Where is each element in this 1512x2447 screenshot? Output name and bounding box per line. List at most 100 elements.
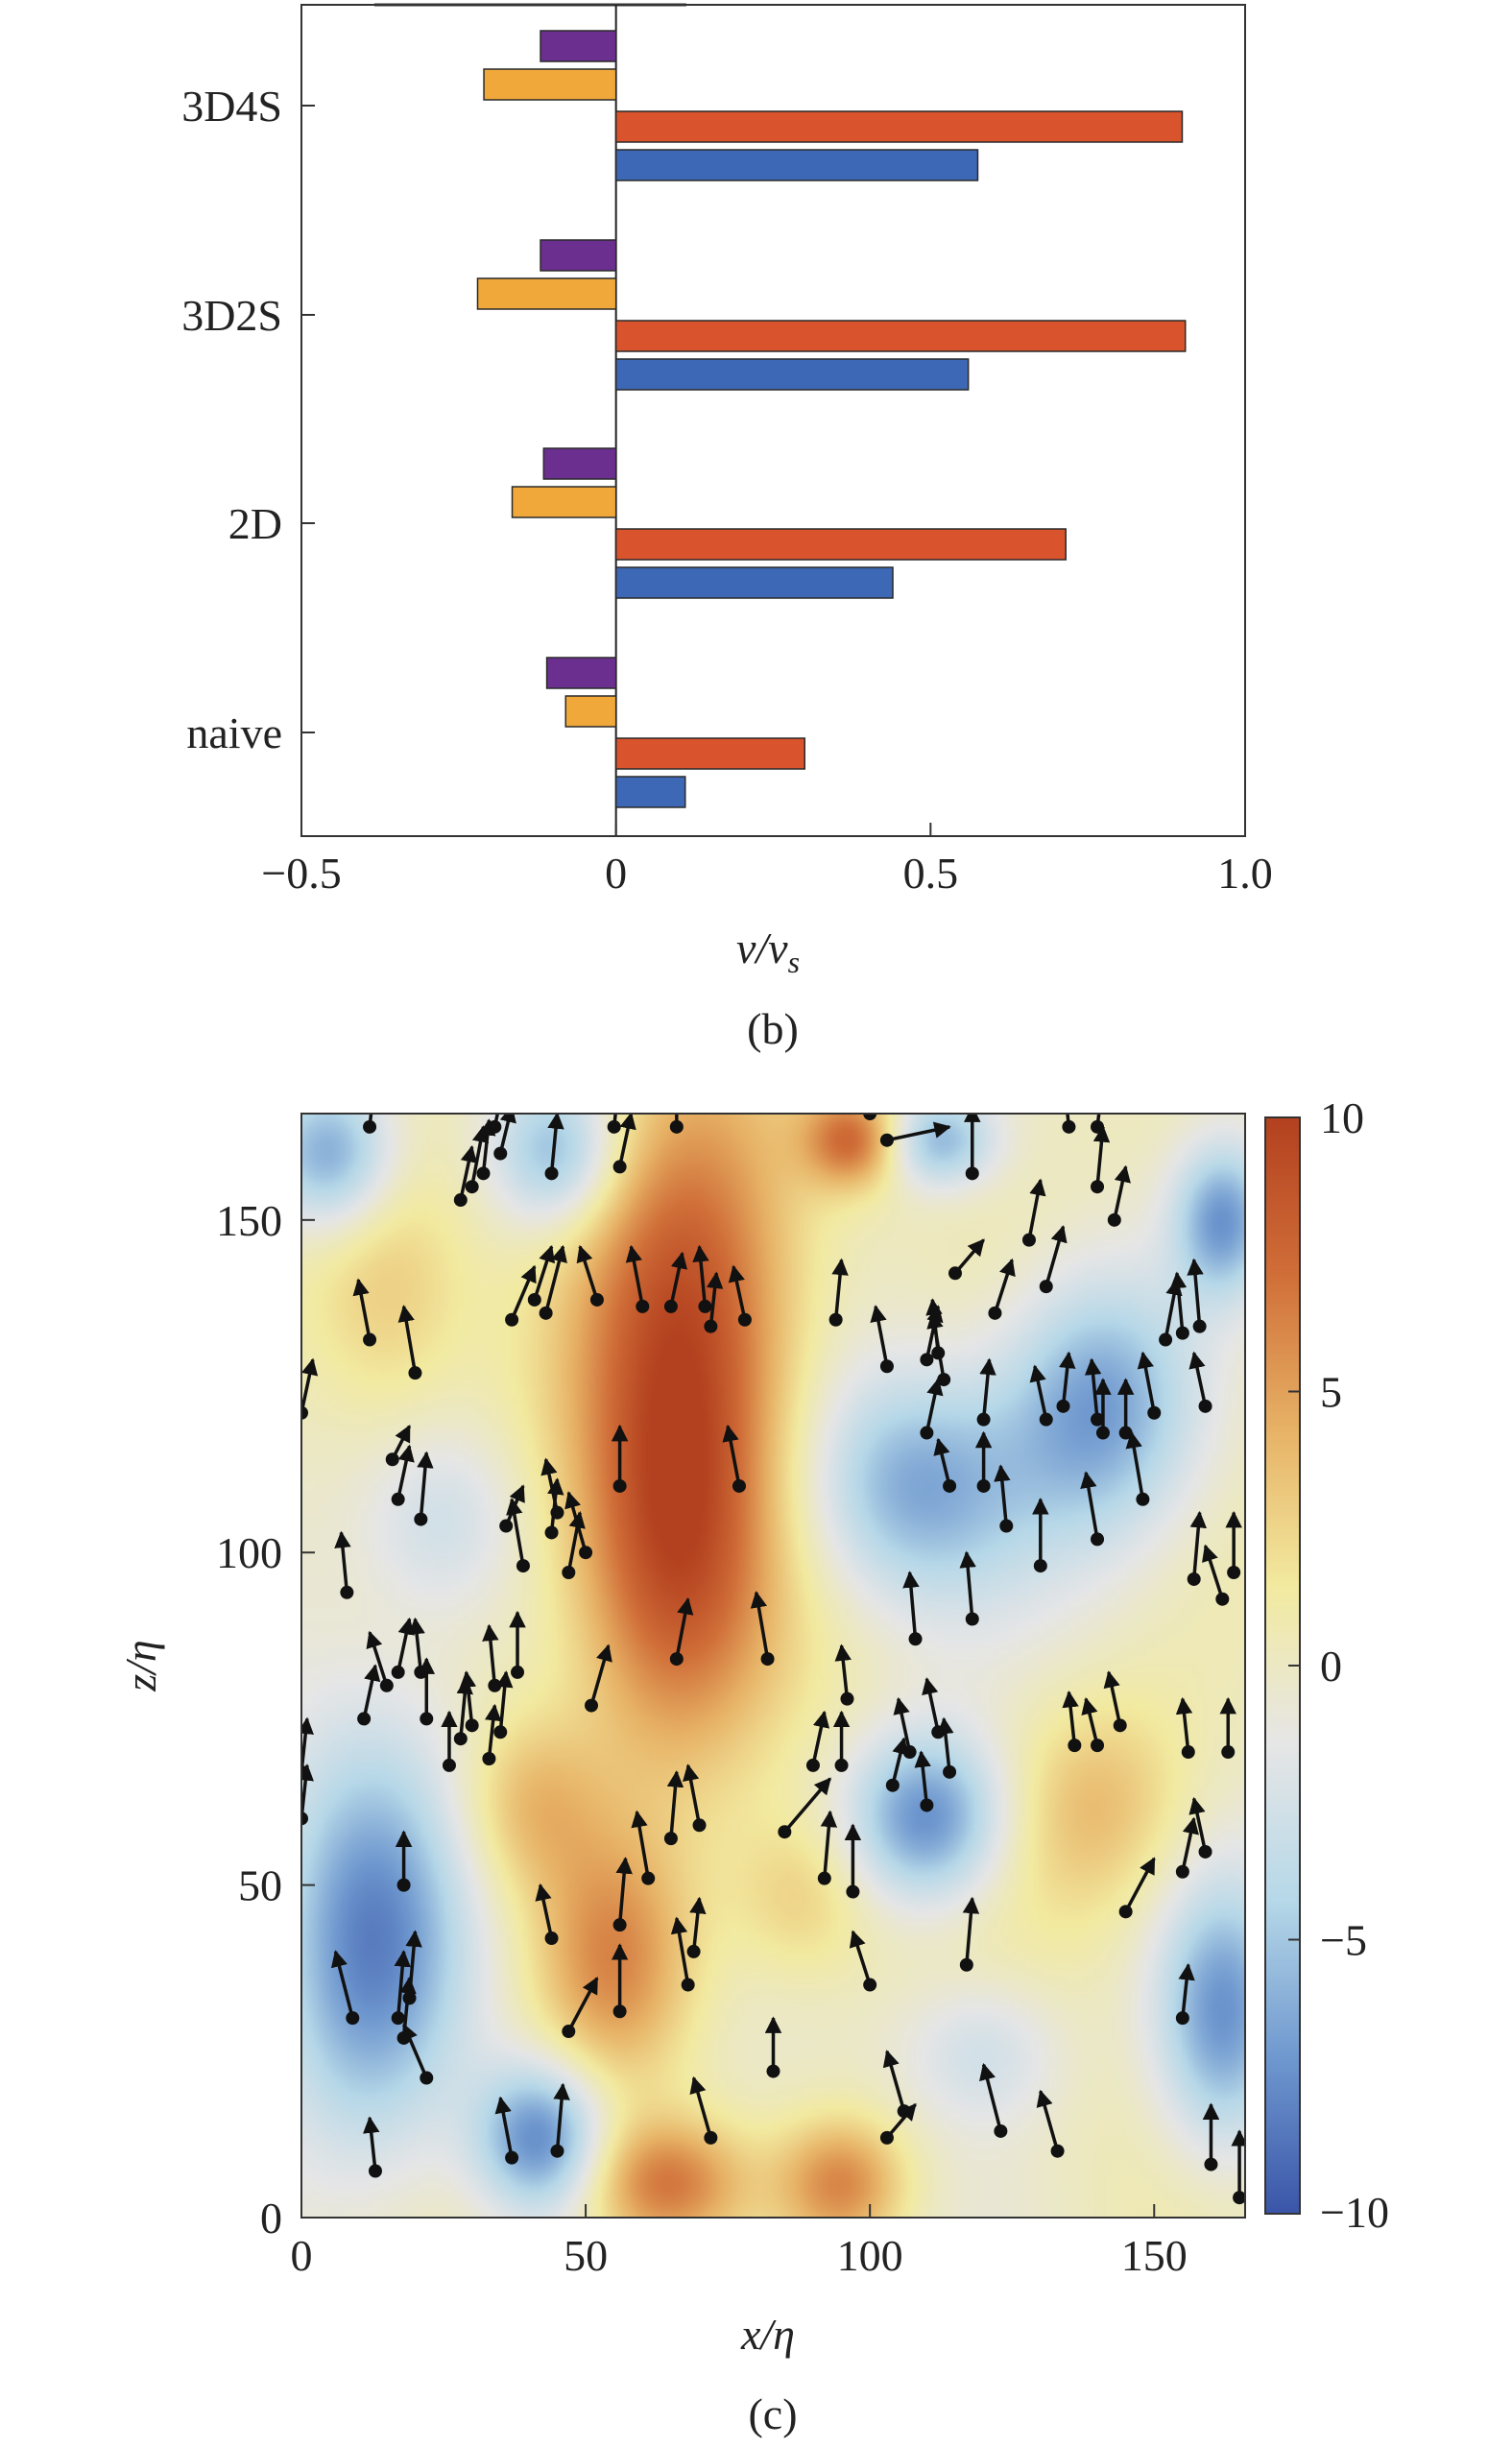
x-tick-label: 0 [605, 849, 627, 898]
particle-dot [612, 2004, 627, 2019]
particle-arrow [1189, 1510, 1208, 1580]
particle-arrow [612, 1114, 617, 1128]
particle-arrow [631, 1810, 650, 1879]
x-tick-label: 1.0 [1217, 849, 1273, 898]
particle-dot [414, 1512, 428, 1526]
particle-arrow [1202, 1544, 1224, 1600]
map-y-tick-label: 100 [216, 1528, 282, 1577]
map-x-ticks: 0 50 100 150 [291, 2204, 1188, 2280]
category-ticks: 3D4S 3D2S 2D naive [181, 82, 315, 757]
particle-dot [994, 2123, 1008, 2138]
map-y-axis-label: z/η [116, 1640, 165, 1692]
particle-dot [488, 1678, 502, 1692]
particle-dot [931, 1725, 946, 1739]
particle-dot [686, 1944, 701, 1958]
particle-arrow [689, 2075, 713, 2139]
bar-group [476, 30, 1187, 808]
particle-dot [527, 1292, 541, 1307]
particle-dot [453, 1193, 468, 1208]
particle-dot [579, 1546, 593, 1560]
particle-dot [562, 2025, 576, 2039]
bar-3D4S-series-2 [614, 110, 1184, 143]
map-y-ticks: 0 50 100 150 [216, 1196, 315, 2243]
particle-dot [385, 1452, 399, 1467]
particle-arrow [547, 1114, 564, 1174]
particle-dot [737, 1312, 752, 1327]
particle-arrow [495, 1670, 514, 1733]
particle-arrow [553, 2082, 570, 2151]
particle-dot [1175, 1864, 1189, 1879]
particle-dot [1118, 1905, 1133, 1919]
particle-arrow [882, 2050, 906, 2112]
particle-arrow [506, 1498, 525, 1567]
bar-chart-panel: 3D4S 3D2S 2D naive −0.5 0 0.5 1.0 v/vs (b) [181, 3, 1273, 1053]
particle-dot [965, 1166, 979, 1181]
particle-arrow [301, 1357, 319, 1414]
particle-arrow [334, 1530, 351, 1593]
particle-dot [669, 1119, 684, 1134]
particle-dot [920, 1426, 934, 1440]
particle-dot [965, 1612, 979, 1626]
particle-dot [1175, 2011, 1189, 2026]
particle-dot [948, 1266, 962, 1281]
particle-arrow [979, 2062, 1003, 2132]
particle-dot [505, 2150, 519, 2165]
particle-arrow [834, 1643, 852, 1699]
particle-dot [1107, 1212, 1121, 1227]
particle-dot [1204, 2157, 1218, 2171]
particle-dot [698, 1299, 712, 1313]
particle-dot [1181, 1745, 1195, 1760]
particle-arrow [417, 1451, 434, 1520]
particle-dot [340, 1585, 354, 1599]
bar-2D-series-1 [511, 486, 617, 518]
bar-naive-series-2 [614, 737, 806, 770]
particle-dot [499, 1519, 514, 1533]
particle-arrow [722, 1424, 741, 1487]
particle-dot [516, 1559, 530, 1573]
map-x-tick-label: 0 [291, 2231, 313, 2280]
particle-arrow [1188, 1796, 1208, 1853]
particle-dot [391, 1665, 405, 1679]
particle-arrow [576, 1244, 599, 1301]
category-label: 3D2S [181, 291, 282, 340]
particle-dot [544, 1931, 559, 1946]
particle-dot [1221, 1745, 1236, 1760]
colorbar-ticks: 10 5 0 −5 −10 [1288, 1093, 1389, 2237]
particle-dot [482, 1751, 496, 1765]
particle-arrow [498, 1114, 516, 1154]
bar-2D-series-2 [614, 528, 1067, 561]
particle-dot [408, 1366, 422, 1380]
particle-arrow [362, 1664, 381, 1719]
particle-dot [1050, 2144, 1065, 2158]
map-y-tick-label: 150 [216, 1196, 282, 1245]
particle-dot [636, 1299, 650, 1313]
particle-dot [902, 1745, 917, 1760]
particle-dot [301, 1811, 308, 1826]
particle-dot [391, 1492, 405, 1506]
panel-label-b: (b) [747, 1004, 799, 1053]
particle-arrow [330, 1950, 354, 2019]
particle-dot [612, 1160, 627, 1174]
particle-dot [363, 1119, 377, 1134]
colorbar-tick-label: −5 [1320, 1916, 1367, 1965]
particle-arrow [368, 1114, 373, 1128]
particle-arrow [783, 1777, 832, 1834]
particle-dot [879, 1359, 894, 1374]
particle-arrow [1169, 1271, 1188, 1333]
particle-dot [1227, 1566, 1241, 1580]
map-x-tick-label: 100 [837, 2231, 903, 2280]
particle-dot [363, 1332, 377, 1347]
colorbar-tick-label: 10 [1320, 1093, 1364, 1142]
particle-dot [959, 1957, 973, 1972]
particle-dot [301, 1405, 308, 1420]
particle-dot [476, 1166, 491, 1181]
particle-arrow [456, 1677, 473, 1739]
particle-arrow [1027, 1178, 1046, 1240]
bar-3D4S-series-1 [483, 68, 617, 101]
particle-arrow [811, 1710, 830, 1766]
particle-dot [879, 2130, 894, 2145]
particle-arrow [482, 1623, 499, 1686]
particle-dot [760, 1652, 775, 1667]
particle-arrow [666, 1770, 684, 1839]
bar-3D4S-series-3 [614, 149, 979, 181]
